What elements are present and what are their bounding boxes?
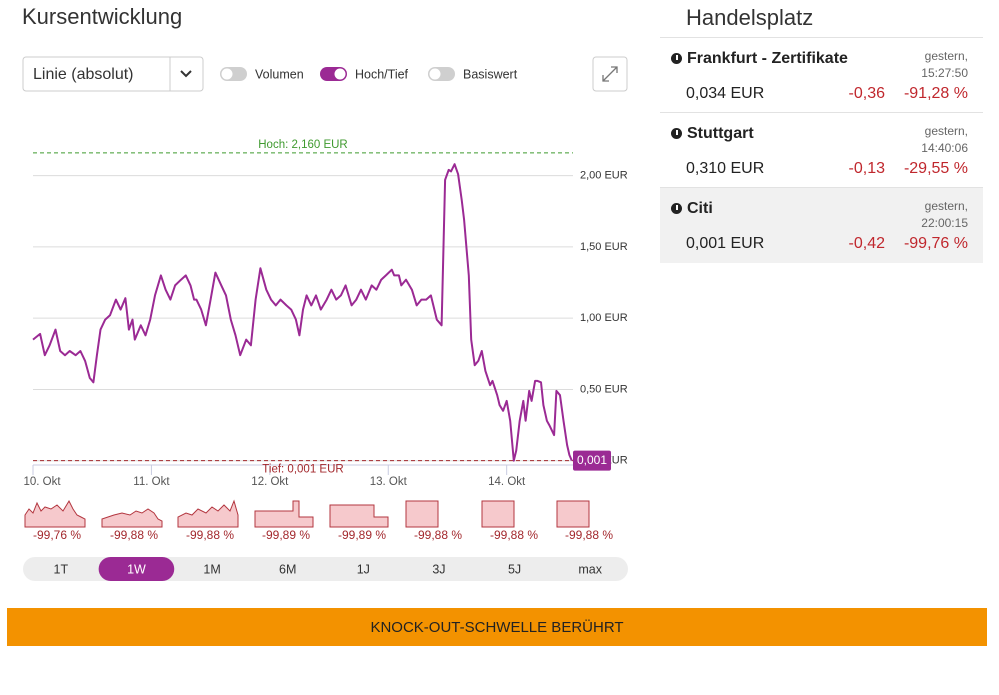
market-row[interactable]: Stuttgart gestern, 14:40:06 0,310 EUR -0,13 -… <box>660 112 983 188</box>
range-active <box>98 557 175 581</box>
select-value: Linie (absolut) <box>33 66 134 83</box>
chart-type-select[interactable] <box>22 56 204 92</box>
status-icon-mark <box>675 130 678 135</box>
market-date: gestern, <box>924 199 968 213</box>
price-line <box>32 163 573 462</box>
mini-change-label: -99,88 % <box>110 528 158 542</box>
status-icon <box>671 53 682 64</box>
status-icon <box>671 128 682 139</box>
market-time: 14:40:06 <box>921 141 968 155</box>
select-arrow <box>180 70 192 78</box>
market-price: 0,001 EUR <box>686 235 765 252</box>
x-tick-label: 14. Okt <box>488 476 526 488</box>
mini-chart <box>329 504 389 528</box>
market-price: 0,310 EUR <box>686 160 765 177</box>
market-name: Frankfurt - Zertifikate <box>687 50 848 67</box>
mini-change-label: -99,76 % <box>33 528 81 542</box>
market-percent: -91,28 % <box>903 85 968 102</box>
market-row[interactable]: Frankfurt - Zertifikate gestern, 15:27:50 0… <box>660 37 983 113</box>
status-icon-mark <box>675 55 678 60</box>
last-value-label: 0,001 <box>577 453 607 467</box>
section-title: Kursentwicklung <box>22 4 182 29</box>
toggle-label: Volumen <box>255 67 304 81</box>
mini-chart <box>254 500 314 528</box>
toggle-knob <box>429 68 441 80</box>
x-tick-label: 11. Okt <box>133 476 170 488</box>
high-label: Hoch: 2,160 EUR <box>258 139 348 151</box>
market-time: 22:00:15 <box>921 216 968 230</box>
mini-change-label: -99,88 % <box>414 528 462 542</box>
market-time: 15:27:50 <box>921 66 968 80</box>
market-change: -0,36 <box>848 85 885 102</box>
y-tick-label: 0,50 EUR <box>580 383 628 395</box>
mini-change-label: -99,88 % <box>565 528 613 542</box>
x-tick-label: 12. Okt <box>251 476 289 488</box>
range-button[interactable]: 1M <box>203 562 220 576</box>
toggle-label: Hoch/Tief <box>355 67 409 81</box>
range-button[interactable]: 5J <box>508 562 521 576</box>
market-price: 0,034 EUR <box>686 85 765 102</box>
status-icon-mark <box>675 205 678 210</box>
range-button[interactable]: 1J <box>357 562 370 576</box>
expand-icon <box>602 66 618 82</box>
low-label: Tief: 0,001 EUR <box>262 464 343 476</box>
mini-chart <box>24 499 86 528</box>
mini-chart <box>177 499 239 528</box>
market-row[interactable]: Citi gestern, 22:00:15 0,001 EUR -0,42 -99,76… <box>660 187 983 263</box>
mini-change-label: -99,88 % <box>186 528 234 542</box>
toggle-knob <box>334 68 346 80</box>
market-name: Citi <box>687 200 713 217</box>
mini-chart <box>101 508 163 528</box>
mini-chart <box>405 500 439 528</box>
toggle-knob <box>221 68 233 80</box>
market-date: gestern, <box>924 124 968 138</box>
market-name: Stuttgart <box>687 125 754 142</box>
market-date: gestern, <box>924 49 968 63</box>
knockout-banner: KNOCK-OUT-SCHWELLE BERÜHRT <box>7 608 987 646</box>
handelsplatz-title: Handelsplatz <box>686 5 814 30</box>
mini-chart <box>556 500 590 528</box>
mini-change-label: -99,89 % <box>338 528 386 542</box>
mini-chart <box>481 500 515 528</box>
market-change: -0,42 <box>848 235 885 252</box>
range-button[interactable]: 1W <box>127 562 146 576</box>
mini-change-label: -99,88 % <box>490 528 538 542</box>
chart-panel: Kursentwicklung Linie (absolut) Volumen H… <box>22 4 628 581</box>
range-button[interactable]: 6M <box>279 562 296 576</box>
status-icon <box>671 203 682 214</box>
mini-change-label: -99,89 % <box>262 528 310 542</box>
range-button[interactable]: 3J <box>432 562 445 576</box>
range-bar <box>23 557 628 581</box>
market-change: -0,13 <box>848 160 885 177</box>
market-percent: -99,76 % <box>903 235 968 252</box>
y-tick-label: 2,00 EUR <box>580 170 628 182</box>
y-tick-label: 1,50 EUR <box>580 241 628 253</box>
last-value-badge <box>573 450 611 471</box>
market-percent: -29,55 % <box>903 160 968 177</box>
mini-charts <box>24 499 590 528</box>
range-button[interactable]: 1T <box>54 562 69 576</box>
toggle-label: Basiswert <box>463 67 518 81</box>
range-button[interactable]: max <box>578 562 602 576</box>
x-tick-label: 13. Okt <box>370 476 408 488</box>
x-tick-label: 10. Okt <box>23 476 61 488</box>
y-tick-label: 1,00 EUR <box>580 312 628 324</box>
